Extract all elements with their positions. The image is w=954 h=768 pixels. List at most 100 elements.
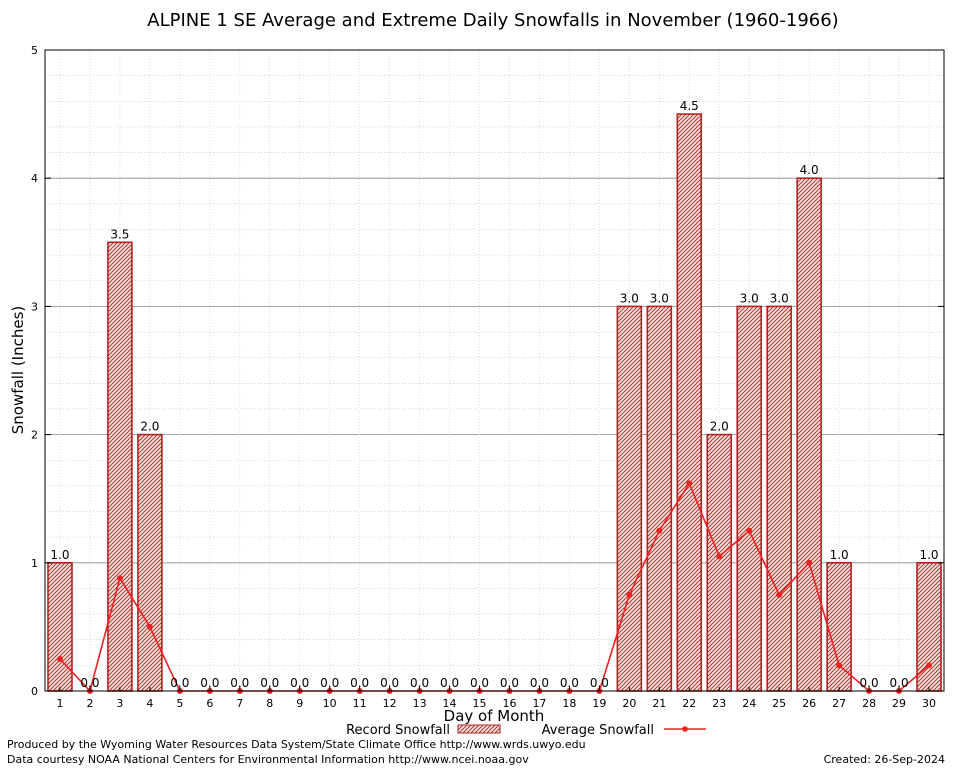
record-bar-day-21 — [646, 305, 673, 692]
x-tick-label: 22 — [682, 697, 696, 710]
average-point-day-23 — [716, 553, 723, 560]
x-tick-label: 10 — [323, 697, 337, 710]
record-bar-day-26 — [796, 177, 822, 692]
bar-value-label: 3.0 — [650, 291, 669, 305]
x-tick-label: 25 — [772, 697, 786, 710]
record-bar-day-25 — [766, 305, 792, 692]
x-tick-label: 30 — [922, 697, 936, 710]
x-tick-label: 14 — [443, 697, 457, 710]
record-bar-day-22 — [676, 113, 703, 692]
x-tick-label: 11 — [353, 697, 367, 710]
bar-value-label: 1.0 — [50, 548, 69, 562]
legend-record-label: Record Snowfall — [346, 723, 450, 738]
bar-value-label: 3.0 — [770, 291, 789, 305]
x-tick-label: 16 — [502, 697, 516, 710]
bar-value-label: 0.0 — [80, 676, 99, 690]
legend-average-label: Average Snowfall — [542, 723, 654, 738]
legend-average-marker — [682, 726, 688, 732]
x-tick-label: 17 — [532, 697, 546, 710]
bar-value-label: 0.0 — [320, 676, 339, 690]
y-tick-label: 5 — [31, 44, 38, 57]
average-point-day-4 — [146, 623, 153, 630]
average-point-day-20 — [626, 591, 633, 598]
x-tick-label: 29 — [892, 697, 906, 710]
footer-created-date: Created: 26-Sep-2024 — [824, 753, 945, 766]
bar-value-label: 0.0 — [860, 676, 879, 690]
footer-credit-line2: Data courtesy NOAA National Centers for … — [7, 753, 529, 766]
y-tick-label: 3 — [31, 300, 38, 313]
x-tick-label: 1 — [56, 697, 63, 710]
record-bar-day-1 — [47, 561, 73, 692]
x-tick-label: 3 — [116, 697, 123, 710]
y-tick-label: 0 — [31, 685, 38, 698]
bar-value-label: 1.0 — [919, 548, 938, 562]
y-axis-label: Snowfall (Inches) — [9, 306, 27, 434]
bar-value-label: 0.0 — [200, 676, 219, 690]
x-tick-label: 15 — [473, 697, 487, 710]
x-tick-label: 2 — [86, 697, 93, 710]
plot-frame — [44, 49, 945, 692]
x-tick-label: 19 — [592, 697, 606, 710]
bar-value-label: 0.0 — [170, 676, 189, 690]
average-point-day-21 — [656, 527, 663, 534]
bar-value-label: 4.5 — [680, 99, 699, 113]
bar-value-label: 0.0 — [530, 676, 549, 690]
x-tick-label: 20 — [622, 697, 636, 710]
x-tick-label: 23 — [712, 697, 726, 710]
chart-title: ALPINE 1 SE Average and Extreme Daily Sn… — [147, 10, 838, 31]
record-bar-day-20 — [616, 305, 643, 692]
average-point-day-24 — [746, 527, 753, 534]
average-point-day-30 — [926, 662, 933, 669]
bar-value-label: 0.0 — [260, 676, 279, 690]
bars — [47, 113, 942, 692]
x-tick-label: 9 — [296, 697, 303, 710]
bar-value-label: 0.0 — [560, 676, 579, 690]
bar-value-label: 4.0 — [800, 163, 819, 177]
average-point-day-25 — [776, 591, 783, 598]
record-bar-day-4 — [137, 433, 163, 692]
bar-value-label: 3.0 — [740, 291, 759, 305]
legend: Record Snowfall Average Snowfall — [346, 723, 706, 738]
average-point-day-26 — [806, 559, 813, 566]
bar-value-label: 0.0 — [440, 676, 459, 690]
bar-value-labels: 1.0 0.0 3.5 2.0 0.0 0.0 0.0 0.0 0.0 0.0 0.0 0.0 0.0 0… — [50, 99, 938, 690]
average-point-day-22 — [686, 480, 693, 487]
x-tick-label: 7 — [236, 697, 243, 710]
x-tick-label: 28 — [862, 697, 876, 710]
x-tick-label: 8 — [266, 697, 273, 710]
bar-value-label: 0.0 — [290, 676, 309, 690]
x-tick-label: 13 — [413, 697, 427, 710]
bar-value-label: 0.0 — [470, 676, 489, 690]
average-point-day-27 — [836, 662, 843, 669]
bar-value-label: 0.0 — [890, 676, 909, 690]
x-tick-label: 12 — [383, 697, 397, 710]
bar-value-label: 0.0 — [410, 676, 429, 690]
y-tick-label: 1 — [31, 557, 38, 570]
x-tick-label: 24 — [742, 697, 756, 710]
bar-value-label: 1.0 — [830, 548, 849, 562]
bar-value-label: 0.0 — [500, 676, 519, 690]
record-bar-day-24 — [736, 305, 763, 692]
bar-value-label: 0.0 — [350, 676, 369, 690]
average-point-day-3 — [116, 575, 123, 582]
y-tick-label: 4 — [31, 172, 38, 185]
x-tick-label: 4 — [146, 697, 153, 710]
bar-value-label: 3.5 — [110, 227, 129, 241]
bar-value-label: 2.0 — [140, 420, 159, 434]
legend-record-swatch — [457, 724, 501, 734]
x-axis-label: Day of Month — [444, 707, 545, 725]
y-tick-label: 2 — [31, 429, 38, 442]
record-bar-day-23 — [706, 433, 733, 692]
x-tick-label: 21 — [652, 697, 666, 710]
footer-credit-line1: Produced by the Wyoming Water Resources … — [7, 738, 586, 751]
bar-value-label: 2.0 — [710, 420, 729, 434]
bar-value-label: 0.0 — [590, 676, 609, 690]
bar-value-label: 0.0 — [380, 676, 399, 690]
x-tick-label: 5 — [176, 697, 183, 710]
record-bar-day-3 — [107, 241, 133, 692]
x-tick-label: 27 — [832, 697, 846, 710]
average-point-day-1 — [56, 655, 63, 662]
x-tick-label: 18 — [562, 697, 576, 710]
